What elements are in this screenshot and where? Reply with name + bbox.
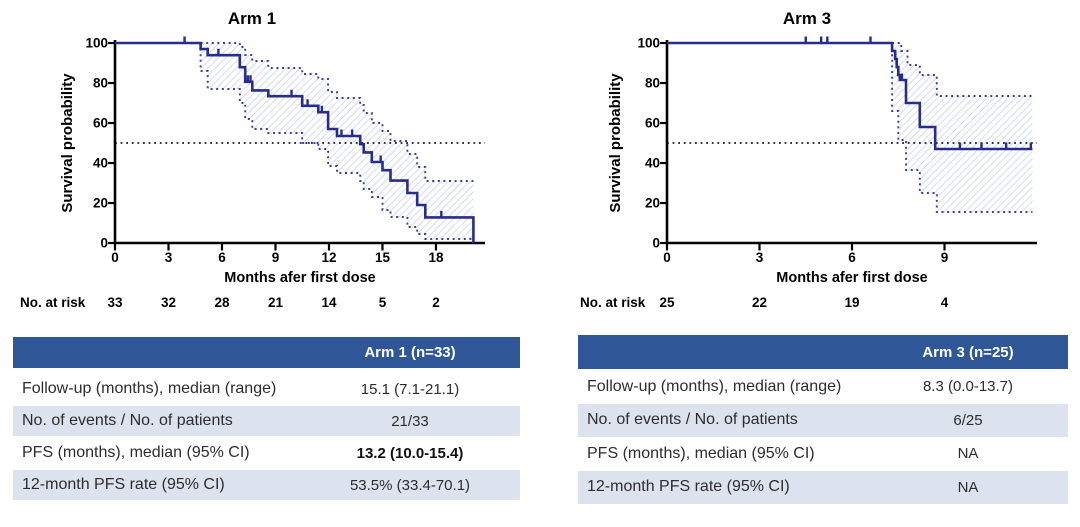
row-value: 53.5% (33.4-70.1) xyxy=(349,476,471,494)
summary-table-arm1: Arm 1 (n=33) Follow-up (months), median … xyxy=(13,337,520,500)
at-risk-value: 32 xyxy=(161,295,176,310)
ci-lower-curve xyxy=(199,43,474,240)
y-axis-label: Survival probability xyxy=(59,73,76,213)
row-label: PFS (months), median (95% CI) xyxy=(587,444,815,462)
confidence-band xyxy=(892,43,1033,212)
table-header-row: Arm 1 (n=33) xyxy=(13,337,520,368)
row-label: 12-month PFS rate (95% CI) xyxy=(22,476,225,493)
y-tick-label: 20 xyxy=(645,196,660,211)
table-row: Follow-up (months), median (range) 8.3 (… xyxy=(578,370,1068,404)
ci-upper-curve xyxy=(892,42,1033,97)
row-value: 15.1 (7.1-21.1) xyxy=(360,380,460,398)
chart-title: Arm 1 xyxy=(228,9,276,28)
table-row: PFS (months), median (95% CI) NA xyxy=(578,437,1068,471)
table-row: Follow-up (months), median (range) 15.1 … xyxy=(13,374,520,404)
row-value: 21/33 xyxy=(391,412,429,430)
summary-table-arm3: Arm 3 (n=25) Follow-up (months), median … xyxy=(578,335,1068,504)
ci-upper-curve xyxy=(200,42,474,182)
x-tick-label: 0 xyxy=(663,250,671,265)
table-row: No. of events / No. of patients 21/33 xyxy=(13,406,520,436)
y-tick-label: 60 xyxy=(645,116,660,131)
table-row: PFS (months), median (95% CI) 13.2 (10.0… xyxy=(13,438,520,468)
y-tick-label: 100 xyxy=(637,36,660,51)
x-axis-label: Months afer first dose xyxy=(224,270,375,286)
x-tick-label: 18 xyxy=(428,250,444,265)
x-axis-label: Months afer first dose xyxy=(776,270,927,286)
at-risk-value: 5 xyxy=(379,295,387,310)
x-tick-label: 9 xyxy=(272,250,280,265)
row-value: NA xyxy=(957,445,979,463)
x-tick-label: 3 xyxy=(165,250,173,265)
y-tick-label: 20 xyxy=(93,196,108,211)
km-plot-arm1: 0 20 40 60 80 100 0 3 6 9 12 15 18 Arm 1 Months afer f… xyxy=(20,9,485,310)
at-risk-label: No. at risk xyxy=(20,295,86,310)
y-tick-label: 100 xyxy=(85,36,108,51)
y-tick-label: 40 xyxy=(93,156,108,171)
x-tick-label: 15 xyxy=(375,250,391,265)
y-tick-label: 0 xyxy=(100,236,108,251)
table-header-arm-label: Arm 3 (n=25) xyxy=(922,343,1014,361)
confidence-band xyxy=(200,43,474,239)
table-body: Follow-up (months), median (range) 8.3 (… xyxy=(578,370,1068,504)
km-plot-arm3: 0 20 40 60 80 100 0 3 6 9 Arm 3 Months afer first d… xyxy=(580,9,1037,310)
row-label: Follow-up (months), median (range) xyxy=(22,380,277,397)
survival-curve xyxy=(115,41,475,243)
x-tick-label: 3 xyxy=(756,250,764,265)
table-row: No. of events / No. of patients 6/25 xyxy=(578,403,1068,437)
table-row: 12-month PFS rate (95% CI) NA xyxy=(578,470,1068,504)
x-tick-label: 6 xyxy=(218,250,226,265)
at-risk-label: No. at risk xyxy=(580,295,646,310)
row-label: No. of events / No. of patients xyxy=(22,412,233,429)
at-risk-value: 25 xyxy=(659,295,675,310)
chart-title: Arm 3 xyxy=(783,9,831,28)
ci-lower-curve xyxy=(891,43,1033,213)
y-axis-label: Survival probability xyxy=(607,73,624,213)
table-header-row: Arm 3 (n=25) xyxy=(578,335,1068,369)
at-risk-value: 28 xyxy=(214,295,230,310)
table-body: Follow-up (months), median (range) 15.1 … xyxy=(13,374,520,500)
row-value: 6/25 xyxy=(953,411,983,429)
x-tick-label: 6 xyxy=(848,250,856,265)
x-tick-label: 12 xyxy=(321,250,336,265)
table-header-arm-label: Arm 1 (n=33) xyxy=(364,344,456,361)
y-tick-label: 80 xyxy=(645,76,660,91)
table-row: 12-month PFS rate (95% CI) 53.5% (33.4-7… xyxy=(13,470,520,500)
row-value: 8.3 (0.0-13.7) xyxy=(922,378,1014,396)
x-tick-label: 9 xyxy=(941,250,949,265)
y-tick-label: 60 xyxy=(93,116,108,131)
at-risk-value: 4 xyxy=(941,295,949,310)
at-risk-value: 22 xyxy=(752,295,767,310)
row-value: NA xyxy=(957,478,979,496)
at-risk-value: 2 xyxy=(432,295,440,310)
row-value: 13.2 (10.0-15.4) xyxy=(356,444,464,462)
row-label: 12-month PFS rate (95% CI) xyxy=(587,478,790,496)
at-risk-value: 33 xyxy=(107,295,123,310)
x-tick-label: 0 xyxy=(111,250,119,265)
y-tick-label: 40 xyxy=(645,156,660,171)
survival-curve xyxy=(667,41,1033,151)
at-risk-value: 21 xyxy=(268,295,284,310)
row-label: Follow-up (months), median (range) xyxy=(587,377,842,395)
y-tick-label: 0 xyxy=(652,236,660,251)
at-risk-value: 19 xyxy=(844,295,859,310)
at-risk-value: 14 xyxy=(321,295,337,310)
y-tick-label: 80 xyxy=(93,76,108,91)
row-label: No. of events / No. of patients xyxy=(587,411,798,429)
row-label: PFS (months), median (95% CI) xyxy=(22,444,250,461)
